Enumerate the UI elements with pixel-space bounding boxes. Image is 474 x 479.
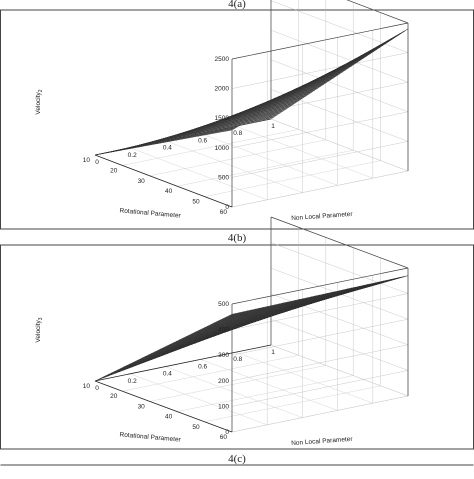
grid-line — [204, 160, 381, 197]
x-tick-label: 0.4 — [163, 145, 172, 152]
y-axis — [94, 154, 233, 208]
y-tick-label: 50 — [192, 199, 200, 206]
grid-line — [122, 355, 299, 392]
grid-line — [235, 126, 373, 179]
z-tick-label: 2000 — [215, 86, 230, 93]
y-tick-label: 40 — [165, 414, 173, 421]
grid-line — [231, 344, 409, 381]
axis-line — [270, 216, 409, 269]
grid-line — [231, 170, 409, 208]
grid-line — [130, 373, 268, 425]
surface-mesh — [94, 275, 409, 382]
z-axis-label: Velocity2 — [35, 89, 44, 114]
x-tick-label: 1 — [271, 123, 275, 130]
y-tick-label: 20 — [110, 167, 118, 174]
surface-plot-velocity-2: 00.20.40.60.8110203040506005001000150020… — [35, 0, 409, 222]
grid-line — [231, 319, 409, 356]
x-tick-label: 0.2 — [128, 152, 137, 159]
x-tick-label: 0.6 — [198, 363, 207, 370]
x-axis-label: Non Local Parameter — [291, 436, 354, 447]
grid-line — [231, 52, 409, 89]
y-axis-label: Rotational Parameter — [119, 431, 182, 443]
z-tick-label: 500 — [218, 174, 229, 181]
grid-line — [177, 150, 354, 187]
axis-line — [231, 267, 409, 305]
panel-b-caption: 4(b) — [228, 232, 247, 244]
y-tick-label: 30 — [138, 403, 146, 410]
x-tick-label: 0.2 — [128, 378, 137, 385]
grid-line — [270, 242, 409, 294]
x-tick-label: 0.6 — [198, 137, 207, 144]
grid-line — [204, 385, 381, 422]
panel-a-caption: 4(a) — [228, 0, 246, 10]
x-tick-label: 0 — [95, 385, 99, 392]
surface-mesh — [94, 28, 409, 156]
y-tick-label: 50 — [192, 424, 200, 431]
grid-line — [231, 395, 409, 433]
grid-line — [149, 139, 326, 176]
z-tick-label: 300 — [218, 352, 229, 359]
x-tick-label: 0 — [95, 159, 99, 166]
panel-b-frame — [0, 244, 474, 450]
axis-line — [231, 22, 409, 60]
grid-line — [130, 147, 268, 200]
grid-line — [165, 366, 303, 418]
y-tick-label: 10 — [83, 157, 91, 164]
grid-line — [231, 111, 409, 148]
grid-line — [122, 129, 299, 166]
grid-line — [177, 375, 354, 412]
z-tick-label: 0 — [225, 429, 229, 436]
surface-plot-velocity-3: 00.20.40.60.8110203040506001002003004005… — [35, 216, 409, 447]
z-tick-label: 500 — [218, 301, 229, 308]
grid-line — [200, 359, 338, 411]
x-tick-label: 0.8 — [233, 130, 242, 137]
y-axis — [94, 380, 233, 433]
grid-line — [149, 365, 326, 402]
z-tick-label: 2500 — [215, 56, 230, 63]
y-axis-label: Rotational Parameter — [119, 207, 182, 219]
y-tick-label: 10 — [83, 383, 91, 390]
y-tick-label: 20 — [110, 393, 118, 400]
z-tick-label: 1500 — [215, 115, 230, 122]
x-tick-label: 0.8 — [233, 356, 242, 363]
surface-cell — [266, 116, 275, 120]
grid-line — [270, 0, 409, 53]
x-axis-label: Non Local Parameter — [291, 211, 354, 222]
grid-line — [270, 344, 409, 397]
grid-line — [235, 352, 373, 404]
y-tick-label: 40 — [165, 188, 173, 195]
grid-line — [231, 370, 409, 407]
y-tick-label: 60 — [220, 209, 228, 216]
z-tick-label: 100 — [218, 403, 229, 410]
z-tick-label: 0 — [225, 204, 229, 211]
grid-line — [270, 30, 409, 83]
panel-c-caption: 4(c) — [228, 453, 246, 465]
grid-line — [231, 293, 409, 330]
z-tick-label: 200 — [218, 378, 229, 385]
grid-line — [231, 141, 409, 178]
x-tick-label: 1 — [271, 349, 275, 356]
x-tick-label: 0.4 — [163, 371, 172, 378]
grid-line — [270, 118, 409, 172]
x-axis — [94, 344, 272, 382]
grid-line — [270, 59, 409, 112]
z-tick-label: 1000 — [215, 145, 230, 152]
grid-line — [200, 133, 338, 186]
grid-line — [346, 0, 409, 24]
axis-line — [346, 0, 409, 24]
z-axis-label: Velocity3 — [35, 317, 44, 342]
grid-line — [165, 140, 303, 193]
y-tick-label: 30 — [138, 178, 146, 185]
z-tick-label: 400 — [218, 327, 229, 334]
grid-line — [270, 319, 409, 371]
